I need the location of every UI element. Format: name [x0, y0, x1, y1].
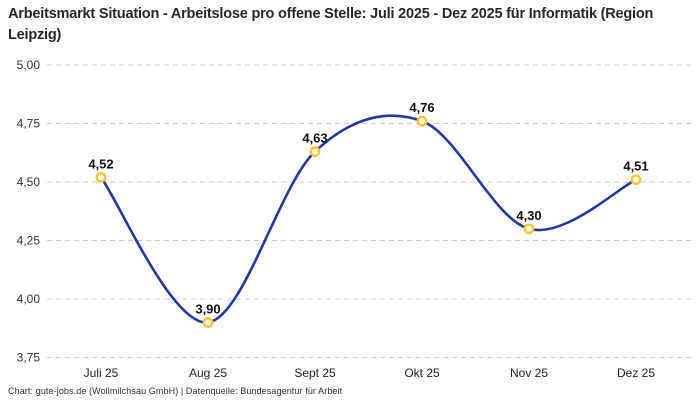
- y-axis-tick-label: 4,00: [17, 292, 41, 306]
- x-axis-tick-label: Juli 25: [84, 366, 119, 380]
- data-point-marker: [202, 316, 214, 328]
- data-point-label: 4,51: [623, 159, 648, 174]
- y-axis-tick-label: 4,25: [17, 234, 41, 248]
- x-axis-tick-label: Aug 25: [189, 366, 227, 380]
- data-point-marker: [416, 115, 428, 127]
- x-axis-tick-label: Okt 25: [404, 366, 440, 380]
- x-axis-tick-label: Sept 25: [294, 366, 336, 380]
- data-point-marker: [309, 146, 321, 157]
- series-line: [99, 114, 638, 324]
- y-axis-tick-label: 5,00: [17, 58, 41, 72]
- data-point-marker: [95, 171, 107, 183]
- y-axis-tick-label: 4,75: [17, 117, 41, 131]
- data-point-marker: [630, 174, 642, 186]
- data-point-marker: [523, 223, 535, 235]
- y-axis-tick-label: 3,75: [17, 351, 41, 365]
- chart-title: Arbeitsmarkt Situation - Arbeitslose pro…: [8, 6, 654, 43]
- x-axis-tick-label: Dez 25: [617, 366, 655, 380]
- x-axis-tick-label: Nov 25: [510, 366, 548, 380]
- data-point-label: 4,63: [302, 131, 327, 146]
- data-point-label: 4,76: [409, 100, 434, 115]
- data-point-label: 4,30: [516, 208, 541, 223]
- data-point-label: 4,52: [88, 156, 113, 171]
- y-axis-tick-label: 4,50: [17, 175, 41, 189]
- data-point-label: 3,90: [195, 301, 220, 316]
- chart-footer: Chart: gute-jobs.de (Wollmilchsau GmbH) …: [8, 386, 343, 396]
